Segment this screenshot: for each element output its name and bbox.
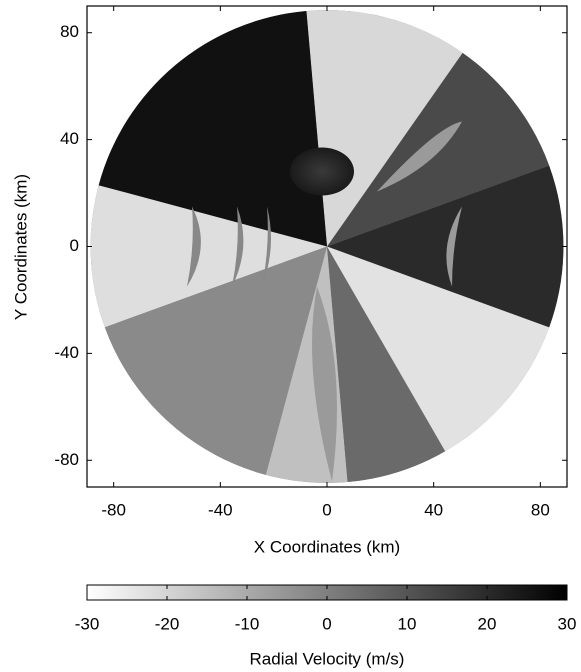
field-feature [262,206,271,287]
radar-field [90,10,564,483]
colorbar-tick-label: -10 [235,614,260,633]
field-wedge [98,10,327,247]
field-wedge [327,246,550,452]
x-tick-label: 40 [424,500,443,519]
y-tick-label: -40 [54,343,79,362]
x-tick-label: 0 [322,500,331,519]
colorbar-tick-label: 20 [478,614,497,633]
colorbar-tick-label: -30 [75,614,100,633]
x-tick-label: -80 [101,500,126,519]
field-wedge [327,165,564,328]
field-feature [232,206,244,287]
colorbar-tick-label: 10 [398,614,417,633]
field-wedge [104,246,328,475]
colorbar-label: Radial Velocity (m/s) [250,649,405,668]
field-wedge [327,246,446,483]
x-tick-label: 80 [531,500,550,519]
y-tick-label: 0 [70,236,79,255]
field-feature [377,121,462,192]
y-tick-label: -80 [54,450,79,469]
y-tick-label: 40 [60,129,79,148]
colorbar-tick-label: 30 [558,614,577,633]
x-tick-label: -40 [208,500,233,519]
field-feature [446,206,462,287]
x-axis-label: X Coordinates (km) [254,537,400,556]
field-feature [312,286,337,482]
field-feature [290,147,354,196]
y-tick-label: 80 [60,22,79,41]
y-axis-label: Y Coordinates (km) [11,174,30,320]
colorbar-tick-label: -20 [155,614,180,633]
field-feature [187,206,201,287]
field-wedge [90,185,327,328]
colorbar-tick-label: 0 [322,614,331,633]
